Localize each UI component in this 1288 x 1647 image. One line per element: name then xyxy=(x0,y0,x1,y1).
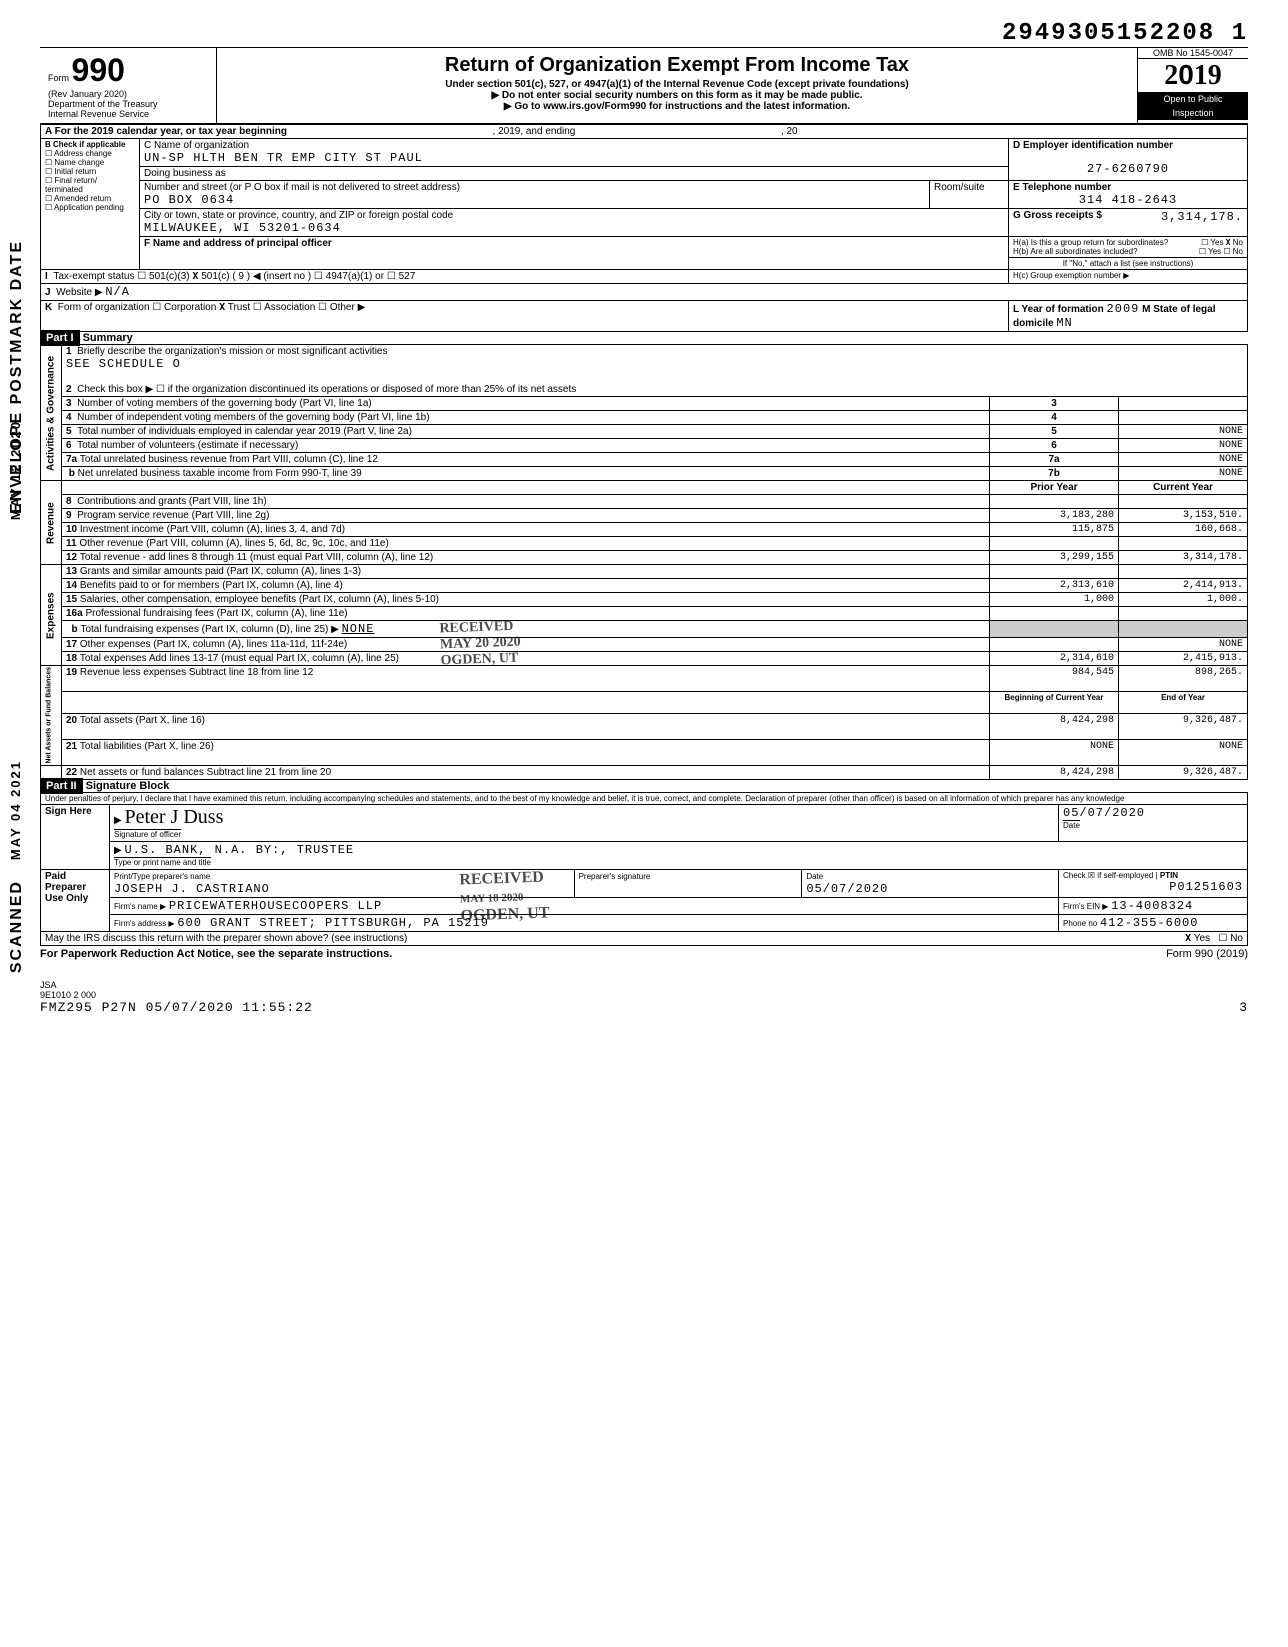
paid-preparer: Paid Preparer Use Only xyxy=(45,871,88,904)
i-x: X xyxy=(192,271,198,282)
rotate-rev: Revenue xyxy=(41,481,62,565)
rotate-gov: Activities & Governance xyxy=(41,345,62,481)
opt-5[interactable]: ☐ Application pending xyxy=(45,203,124,212)
opt-4[interactable]: ☐ Amended return xyxy=(45,194,111,203)
note1: ▶ Do not enter social security numbers o… xyxy=(225,90,1129,101)
form-header: Form 990 (Rev January 2020) Department o… xyxy=(40,47,1248,124)
firm-name: PRICEWATERHOUSECOOPERS LLP xyxy=(169,899,382,913)
rotate-net: Net Assets or Fund Balances xyxy=(41,666,62,766)
room-label: Room/suite xyxy=(934,182,985,193)
form-rev: (Rev January 2020) xyxy=(48,89,127,99)
dba-label: Doing business as xyxy=(144,168,226,179)
header-table: A For the 2019 calendar year, or tax yea… xyxy=(40,124,1248,332)
summary-table: Activities & Governance 1 Briefly descri… xyxy=(40,344,1248,780)
form-title: Return of Organization Exempt From Incom… xyxy=(225,54,1129,77)
prep-date: 05/07/2020 xyxy=(806,882,888,896)
f-label: F Name and address of principal officer xyxy=(144,238,332,249)
line-k: Form of organization xyxy=(58,302,150,313)
e-label: E Telephone number xyxy=(1013,182,1111,193)
ptin: P01251603 xyxy=(1169,880,1243,894)
form-dept: Department of the Treasury xyxy=(48,99,158,109)
c-name-label: C Name of organization xyxy=(144,140,249,151)
gross-receipts: 3,314,178. xyxy=(1161,210,1243,224)
line-i: Tax-exempt status xyxy=(53,271,134,282)
footer-stamp: FMZ295 P27N 05/07/2020 11:55:22 xyxy=(40,1000,313,1015)
mission: SEE SCHEDULE O xyxy=(66,357,181,371)
phone: 314 418-2643 xyxy=(1013,193,1243,207)
officer-name: U.S. BANK, N.A. BY:, TRUSTEE xyxy=(124,843,354,857)
footer-right: Form 990 (2019) xyxy=(1166,948,1248,960)
opt-1[interactable]: ☐ Name change xyxy=(45,158,104,167)
hb-label: H(b) Are all subordinates included? xyxy=(1013,247,1138,256)
signature-table: Under penalties of perjury, I declare th… xyxy=(40,792,1248,946)
note2: ▶ Go to www.irs.gov/Form990 for instruct… xyxy=(225,101,1129,112)
opt-0[interactable]: ☐ Address change xyxy=(45,149,112,158)
ein: 27-6260790 xyxy=(1013,162,1243,176)
declaration: Under penalties of perjury, I declare th… xyxy=(41,792,1248,804)
subtitle: Under section 501(c), 527, or 4947(a)(1)… xyxy=(225,79,1129,90)
domicile: MN xyxy=(1056,316,1072,330)
form-irs: Internal Revenue Service xyxy=(48,109,149,119)
addr-label: Number and street (or P O box if mail is… xyxy=(144,182,460,193)
sign-here: Sign Here xyxy=(45,806,92,817)
open-public: Open to Public xyxy=(1138,92,1248,106)
footer-left: For Paperwork Reduction Act Notice, see … xyxy=(40,948,392,960)
form-number: 990 xyxy=(72,52,125,88)
opt-3[interactable]: ☐ Final return/ terminated xyxy=(45,176,97,194)
ha-label: H(a) Is this a group return for subordin… xyxy=(1013,238,1168,247)
addr: PO BOX 0634 xyxy=(144,193,234,207)
city: MILWAUKEE, WI 53201-0634 xyxy=(144,221,341,235)
page-num: 3 xyxy=(1239,1000,1248,1015)
inspection: Inspection xyxy=(1138,106,1248,120)
d-label: D Employer identification number xyxy=(1013,140,1173,151)
received-stamp-2: RECEIVED MAY 18 2020 OGDEN, UT xyxy=(459,868,550,925)
year-formed: 2009 xyxy=(1107,302,1140,316)
org-name: UN-SP HLTH BEN TR EMP CITY ST PAUL xyxy=(144,151,423,165)
firm-phone: 412-355-6000 xyxy=(1100,916,1198,930)
jsa-code: 9E1010 2 000 xyxy=(40,990,96,1000)
city-label: City or town, state or province, country… xyxy=(144,210,453,221)
officer-signature: Peter J Duss xyxy=(124,806,223,828)
omb: OMB No 1545-0047 xyxy=(1138,48,1248,59)
firm-addr: 600 GRANT STREET; PITTSBURGH, PA 15219 xyxy=(177,916,489,930)
section-b-header: B Check if applicable xyxy=(45,140,125,149)
barcode-number: 2949305152208 1 xyxy=(40,20,1248,47)
may2020-stamp: MAY 12 2020 xyxy=(8,420,23,520)
hc-label: H(c) Group exemption number ▶ xyxy=(1009,270,1248,284)
scanned-stamp: SCANNED xyxy=(8,880,26,973)
line-a-mid: , 2019, and ending xyxy=(493,126,576,137)
received-stamp-1: RECEIVED MAY 20 2020 OGDEN, UT xyxy=(439,619,521,670)
line-a: A For the 2019 calendar year, or tax yea… xyxy=(45,126,287,137)
preparer-name: JOSEPH J. CASTRIANO xyxy=(114,882,270,896)
rotate-exp: Expenses xyxy=(41,565,62,666)
g-label: G Gross receipts $ xyxy=(1013,210,1102,221)
may2021-stamp: MAY 04 2021 xyxy=(8,760,23,860)
website: N/A xyxy=(105,285,130,299)
line-a-end: , 20 xyxy=(781,126,798,137)
part2-header: Part II Signature Block xyxy=(40,780,1248,792)
jsa: JSA xyxy=(40,980,57,990)
line-j: Website ▶ xyxy=(56,287,102,298)
firm-ein: 13-4008324 xyxy=(1111,899,1193,913)
part1-header: Part I Summary xyxy=(40,332,1248,344)
sig-date: 05/07/2020 xyxy=(1063,806,1145,820)
tax-year: 20201919 xyxy=(1138,59,1248,92)
opt-2[interactable]: ☐ Initial return xyxy=(45,167,96,176)
form-label: Form xyxy=(48,73,69,83)
hb-note: If "No," attach a list (see instructions… xyxy=(1009,258,1248,270)
